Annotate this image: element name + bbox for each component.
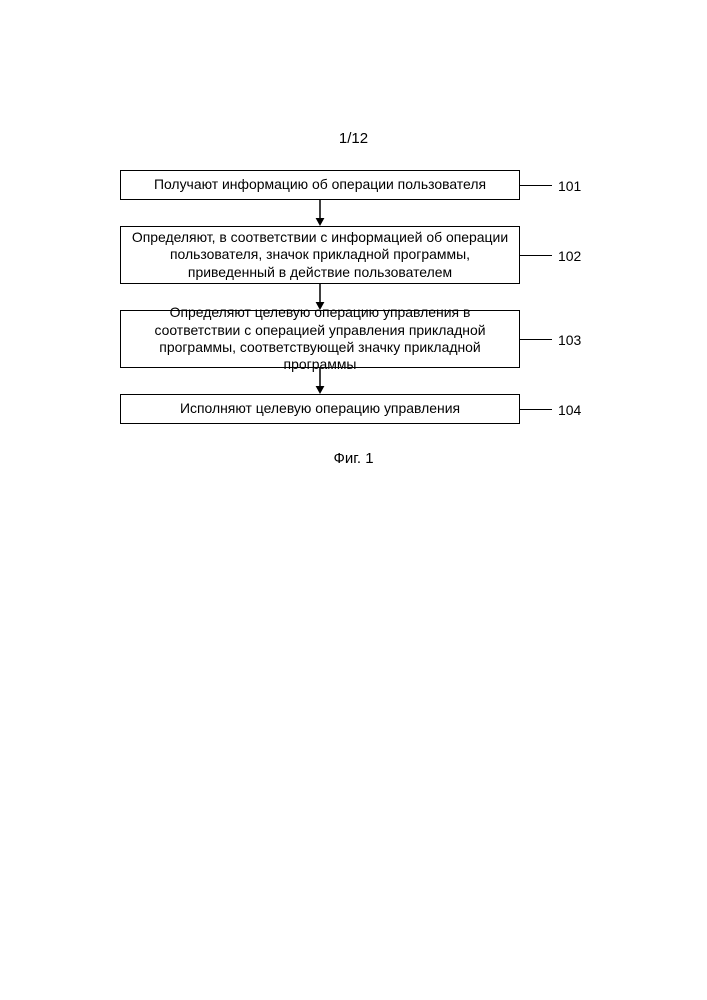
flowchart-node-101: Получают информацию об операции пользова…	[120, 170, 520, 200]
flowchart-node-label-102: 102	[558, 248, 581, 264]
flowchart-node-text: Получают информацию об операции пользова…	[127, 176, 513, 193]
flowchart-node-label-101: 101	[558, 178, 581, 194]
flowchart-node-103: Определяют целевую операцию управления в…	[120, 310, 520, 368]
figure-caption: Фиг. 1	[0, 450, 707, 467]
flowchart-node-102: Определяют, в соответствии с информацией…	[120, 226, 520, 284]
flowchart-node-label-103: 103	[558, 332, 581, 348]
page-number: 1/12	[0, 130, 707, 147]
flowchart-node-label-104: 104	[558, 402, 581, 418]
label-leader-102	[520, 255, 552, 256]
flowchart-node-text: Определяют целевую операцию управления в…	[127, 304, 513, 374]
flowchart-arrow-n101-n102	[310, 200, 330, 226]
flowchart-arrow-n103-n104	[310, 368, 330, 394]
flowchart-node-text: Определяют, в соответствии с информацией…	[127, 229, 513, 281]
label-leader-103	[520, 339, 552, 340]
label-leader-104	[520, 409, 552, 410]
flowchart-node-text: Исполняют целевую операцию управления	[127, 400, 513, 417]
flowchart-node-104: Исполняют целевую операцию управления	[120, 394, 520, 424]
flowchart-arrow-n102-n103	[310, 284, 330, 310]
label-leader-101	[520, 185, 552, 186]
